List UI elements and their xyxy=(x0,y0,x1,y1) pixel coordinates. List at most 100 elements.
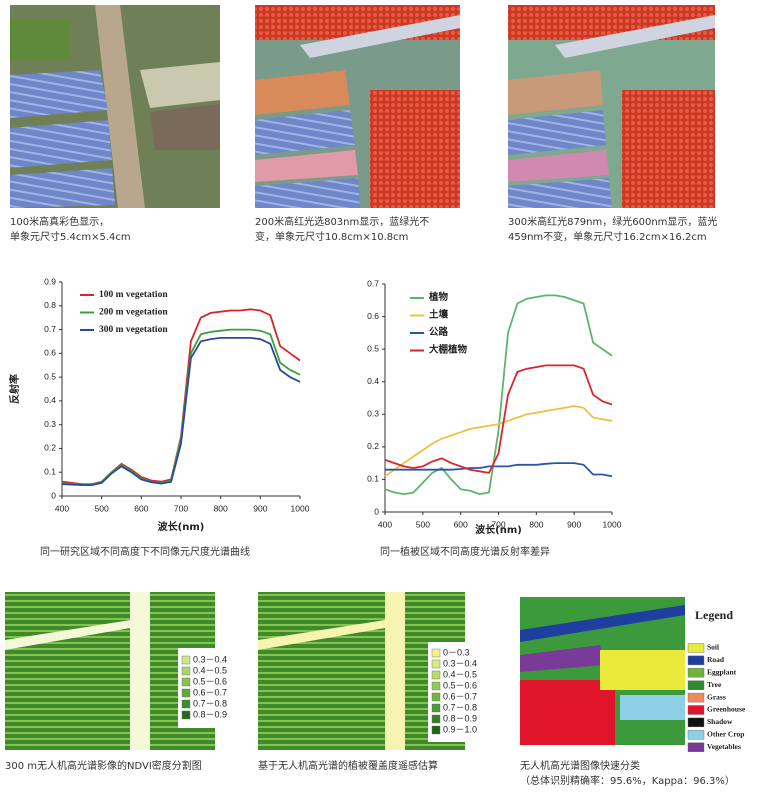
series-line xyxy=(384,294,613,496)
legend-label: 100 m vegetation xyxy=(99,290,168,300)
image-caption: 459nm不变，单象元尺寸16.2cm×16.2cm xyxy=(508,230,707,243)
legend-label: 0.8－0.9 xyxy=(193,709,227,719)
legend-label: 土壤 xyxy=(429,309,449,321)
legend-swatch xyxy=(431,725,441,735)
legend-label: 植物 xyxy=(428,291,449,303)
y-tick-label: 0.1 xyxy=(44,466,56,476)
x-axis-label: 波长(nm) xyxy=(158,520,205,533)
legend-swatch xyxy=(687,668,705,678)
x-tick-label: 1000 xyxy=(603,519,622,529)
legend-swatch xyxy=(687,742,705,752)
legend-swatch xyxy=(431,714,441,724)
legend-label: 0.5－0.6 xyxy=(193,676,227,686)
chart-caption: 同一植被区域不同高度光谱反射率差异 xyxy=(380,545,550,558)
map-legend: 0－0.30.3－0.40.4－0.50.5－0.60.6－0.70.7－0.8… xyxy=(258,647,477,772)
aerial-image xyxy=(10,5,220,208)
legend-swatch xyxy=(687,692,705,703)
legend-swatch xyxy=(687,680,705,690)
image-caption: 单象元尺寸5.4cm×5.4cm xyxy=(10,230,131,243)
map-caption: （总体识别精确率：95.6%，Kappa：96.3%） xyxy=(520,774,735,787)
x-tick-label: 400 xyxy=(55,503,69,513)
legend-label: 0.6－0.7 xyxy=(193,687,227,697)
y-tick-label: 0.2 xyxy=(367,441,379,451)
aerial-image xyxy=(255,5,460,208)
y-tick-label: 0.9 xyxy=(44,276,56,286)
y-tick-label: 0.7 xyxy=(367,278,379,288)
legend-label: 大棚植物 xyxy=(429,344,468,356)
y-tick-label: 0.3 xyxy=(44,419,56,429)
x-tick-label: 800 xyxy=(214,503,228,513)
series-line xyxy=(61,328,301,486)
legend-title: Legend xyxy=(695,608,733,622)
legend-swatch xyxy=(181,666,191,676)
legend-swatch xyxy=(181,710,191,720)
y-tick-label: 0 xyxy=(374,506,379,516)
map-caption: 300 m无人机高光谱影像的NDVI密度分割图 xyxy=(5,759,202,772)
map-caption: 基于无人机高光谱的植被覆盖度遥感估算 xyxy=(258,759,438,772)
legend-swatch xyxy=(431,670,441,680)
image-caption: 变，单象元尺寸10.8cm×10.8cm xyxy=(255,230,408,243)
legend-label: Soil xyxy=(707,643,719,652)
legend-label: 公路 xyxy=(429,326,449,338)
image-caption: 300米高红光879nm，绿光600nm显示，蓝光 xyxy=(508,215,717,228)
legend-swatch xyxy=(687,717,705,728)
x-tick-label: 1000 xyxy=(291,503,310,513)
legend-label: Grass xyxy=(707,692,726,701)
y-tick-label: 0.4 xyxy=(44,395,56,405)
legend-label: Vegetables xyxy=(707,742,741,751)
legend-label: 0.3－0.4 xyxy=(443,658,477,668)
series-line xyxy=(384,405,613,477)
legend-swatch xyxy=(431,681,441,691)
y-tick-label: 0.5 xyxy=(367,343,379,353)
y-axis-label: 反射率 xyxy=(8,374,21,404)
legend-label: Eggplant xyxy=(707,668,737,677)
y-tick-label: 0.6 xyxy=(44,348,56,358)
legend-swatch xyxy=(687,655,705,666)
legend-label: 0.9－1.0 xyxy=(443,724,477,734)
image-caption: 200米高红光选803nm显示，蓝绿光不 xyxy=(255,215,429,228)
legend-swatch xyxy=(687,705,705,715)
map-legend: 0.3－0.40.4－0.50.5－0.60.6－0.70.7－0.80.8－0… xyxy=(5,654,227,772)
legend-swatch xyxy=(181,655,191,665)
legend-swatch xyxy=(431,703,441,713)
y-tick-label: 0.4 xyxy=(367,376,379,386)
x-tick-label: 400 xyxy=(378,519,392,529)
x-tick-label: 500 xyxy=(416,519,430,529)
x-tick-label: 700 xyxy=(174,503,188,513)
x-tick-label: 600 xyxy=(454,519,468,529)
aerial-image xyxy=(508,5,715,208)
map-legend: Legend Soil Road Eggplant Tree Grass Greenhous… xyxy=(520,608,746,787)
legend-label: 0.8－0.9 xyxy=(443,713,477,723)
chart: 0 0.1 0.2 0.3 0.4 0.5 0.6 0.7 400 500 600 700 800 900… xyxy=(367,278,622,558)
y-tick-label: 0.6 xyxy=(367,311,379,321)
legend-label: Shadow xyxy=(707,717,733,726)
y-tick-label: 0.1 xyxy=(367,474,379,484)
x-tick-label: 800 xyxy=(529,519,543,529)
legend-label: Greenhouse xyxy=(707,705,746,714)
legend-swatch xyxy=(431,692,441,702)
map-caption: 无人机高光谱图像快速分类 xyxy=(520,759,640,772)
series-line xyxy=(385,462,613,478)
series-line xyxy=(61,337,301,486)
x-axis-label: 波长(nm) xyxy=(475,523,522,536)
legend-label: 0.7－0.8 xyxy=(193,698,227,708)
x-tick-label: 500 xyxy=(95,503,109,513)
x-tick-label: 600 xyxy=(134,503,148,513)
y-tick-label: 0.5 xyxy=(44,371,56,381)
legend-label: 0.5－0.6 xyxy=(443,680,477,690)
x-tick-label: 700 xyxy=(491,519,505,529)
y-tick-label: 0.8 xyxy=(44,300,56,310)
legend-label: 0.4－0.5 xyxy=(443,669,477,679)
legend-swatch xyxy=(687,643,705,653)
coverage-map xyxy=(258,592,465,750)
legend-label: 0－0.3 xyxy=(443,647,470,657)
legend-swatch xyxy=(687,730,705,740)
legend-label: Tree xyxy=(707,680,722,689)
legend-swatch xyxy=(181,688,191,698)
legend-swatch xyxy=(431,659,441,669)
legend-label: Other Crop xyxy=(707,730,744,739)
legend-label: 0.7－0.8 xyxy=(443,702,477,712)
legend-label: Road xyxy=(707,655,725,664)
chart: 0 0.1 0.2 0.3 0.4 0.5 0.6 0.7 0.8 0.9 400 500 600 700… xyxy=(8,276,310,558)
